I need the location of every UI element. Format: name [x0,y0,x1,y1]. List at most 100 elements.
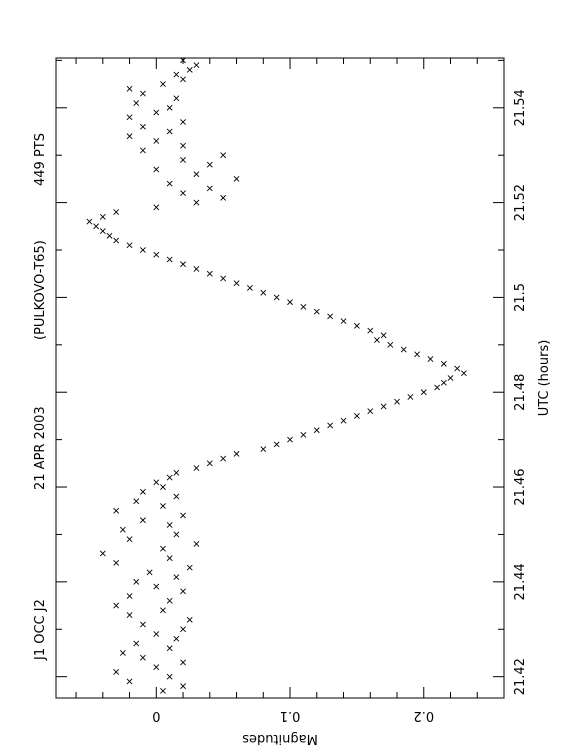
data-point-stroke [313,308,320,315]
data-point-stroke [99,550,106,557]
axis-ticks [56,58,504,698]
data-point [93,223,100,230]
data-point-stroke [113,237,120,244]
data-point [119,526,126,533]
data-point-stroke [300,303,307,310]
data-point-stroke [153,166,160,173]
data-point [166,256,173,263]
data-point-stroke [367,327,374,334]
data-point-stroke [394,398,400,405]
magnitude-tick-label: 0 [152,708,160,723]
data-point-stroke [119,650,126,656]
data-point-stroke [440,379,447,386]
data-point-stroke [186,66,193,73]
data-point [394,398,400,405]
data-point-stroke [173,531,180,538]
data-point-stroke [160,484,166,490]
data-point-stroke [460,370,467,377]
data-point [327,313,334,320]
data-point [380,403,387,410]
data-point [140,123,146,130]
data-point-stroke [140,517,146,524]
data-point-stroke [113,669,120,675]
data-point [166,555,173,562]
utc-tick-label: 21.52 [513,184,528,221]
data-point [454,365,461,372]
data-point-stroke [220,152,227,159]
data-point [327,422,334,429]
data-point-stroke [173,469,180,476]
data-point-stroke [160,503,166,509]
data-point [113,602,120,609]
data-point [166,474,173,481]
data-point [99,228,106,234]
x-axis-title: UTC (hours) [537,340,552,417]
data-point-stroke [380,403,387,410]
data-point [206,460,213,467]
data-point-stroke [180,190,186,197]
data-point-stroke [353,413,360,419]
data-point [374,337,380,343]
data-point [193,199,200,206]
data-point [153,631,160,637]
data-point-stroke [374,337,380,343]
data-point [133,640,140,647]
utc-tick-labels: 21.42 21.44 21.46 21.48 21.5 21.52 21.54 [513,89,528,695]
data-point-stroke [153,631,160,637]
data-point [153,664,160,671]
data-point-stroke [153,583,160,590]
data-point [166,597,173,604]
magnitude-tick-label: 0.1 [280,708,301,723]
data-point-stroke [113,507,120,514]
utc-tick-label: 21.54 [513,89,528,126]
data-point-stroke [113,559,120,566]
data-point-stroke [126,612,133,618]
data-point [133,498,140,505]
data-point [160,687,166,694]
data-point-stroke [193,541,200,547]
data-point-stroke [180,119,186,125]
data-point-stroke [160,607,166,614]
data-point [180,683,186,690]
data-point [180,76,186,83]
data-point [180,119,186,125]
data-point-stroke [119,526,126,533]
data-point [166,645,173,652]
data-point-stroke [153,251,160,258]
data-point-stroke [273,294,280,301]
data-point [113,507,120,514]
chart-title-count: 449 PTS [33,133,48,186]
data-point [113,669,120,675]
data-point [460,370,467,377]
data-point [173,71,180,78]
data-point [206,161,213,168]
data-point-stroke [133,578,140,585]
data-point [126,593,133,599]
data-point-stroke [327,313,334,320]
data-point [300,303,307,310]
data-point [313,427,320,434]
data-point-stroke [166,474,173,481]
data-points [86,57,467,694]
data-point [126,85,133,92]
data-point-stroke [407,394,414,400]
data-point [400,346,407,353]
data-point [106,232,113,239]
data-point-stroke [246,285,253,291]
data-point [367,408,374,415]
data-point-stroke [133,498,140,505]
data-point [153,138,160,144]
data-point [186,616,193,623]
data-point-stroke [140,90,146,97]
data-point [113,237,120,244]
data-point [126,678,133,685]
utc-tick-label: 21.44 [513,563,528,600]
data-point [140,621,146,628]
data-point-stroke [206,161,213,168]
data-point [180,142,186,149]
data-point [447,375,454,381]
data-point [99,550,106,557]
data-point-stroke [220,275,227,282]
data-point [193,62,200,69]
data-point-stroke [180,683,186,690]
